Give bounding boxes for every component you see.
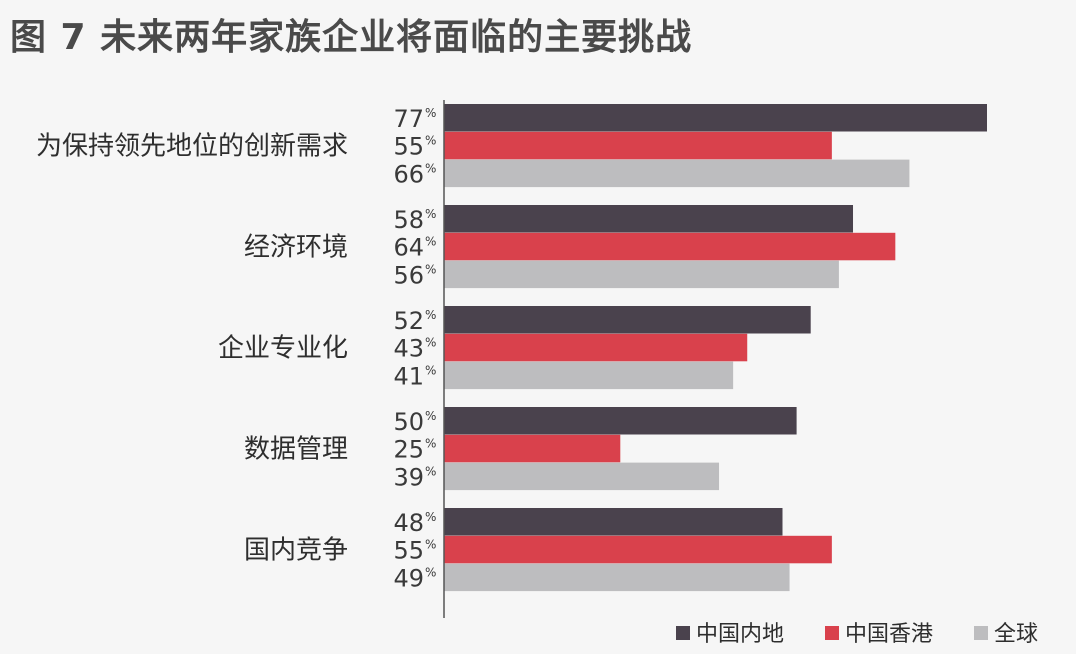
legend-swatch-0 xyxy=(676,626,690,640)
category-label-2: 企业专业化 xyxy=(218,334,348,364)
value-pct-3-1: % xyxy=(425,437,436,451)
value-label-3-1: 25 xyxy=(393,436,424,464)
value-pct-3-0: % xyxy=(425,409,436,423)
value-pct-2-2: % xyxy=(425,363,436,377)
value-pct-4-2: % xyxy=(425,565,436,579)
value-pct-1-2: % xyxy=(425,262,436,276)
value-pct-0-2: % xyxy=(425,161,436,175)
value-pct-0-0: % xyxy=(425,106,436,120)
category-label-3: 数据管理 xyxy=(244,435,348,465)
bars-group xyxy=(444,104,987,592)
bar-1-2 xyxy=(444,260,839,289)
legend-label-2: 全球 xyxy=(994,622,1038,647)
value-label-2-2: 41 xyxy=(393,362,424,390)
bar-4-2 xyxy=(444,563,790,592)
value-pct-4-1: % xyxy=(425,538,436,552)
value-pct-2-0: % xyxy=(425,308,436,322)
bar-4-1 xyxy=(444,535,832,564)
bar-3-2 xyxy=(444,462,720,491)
value-label-1-1: 64 xyxy=(393,234,424,262)
value-pct-3-2: % xyxy=(425,464,436,478)
value-label-2-1: 43 xyxy=(393,335,424,363)
category-label-4: 国内竞争 xyxy=(244,536,348,566)
bar-2-0 xyxy=(444,306,811,334)
bar-0-1 xyxy=(444,131,832,160)
value-label-3-2: 39 xyxy=(393,463,424,491)
value-label-4-2: 49 xyxy=(393,564,424,592)
chart-title: 图 7 未来两年家族企业将面临的主要挑战 xyxy=(10,17,693,58)
legend: 中国内地 中国香港 全球 xyxy=(676,622,1038,647)
bar-2-1 xyxy=(444,333,748,362)
category-label-0: 为保持领先地位的创新需求 xyxy=(36,132,348,162)
bar-2-2 xyxy=(444,361,734,390)
value-label-0-2: 66 xyxy=(393,160,424,188)
bar-0-0 xyxy=(444,104,987,132)
legend-label-0: 中国内地 xyxy=(696,622,784,647)
value-label-1-2: 56 xyxy=(393,261,424,289)
bar-3-1 xyxy=(444,434,621,463)
legend-label-1: 中国香港 xyxy=(845,622,933,647)
bar-4-0 xyxy=(444,508,783,536)
value-label-4-0: 48 xyxy=(393,509,424,537)
bar-3-0 xyxy=(444,407,797,435)
bar-1-1 xyxy=(444,232,896,261)
value-labels-group: 77 %55 %66 %58 %64 %56 %52 %43 %41 %50 %25 %39 %48 %5… xyxy=(393,105,436,593)
value-label-2-0: 52 xyxy=(393,307,424,335)
value-label-4-1: 55 xyxy=(393,537,424,565)
value-label-0-1: 55 xyxy=(393,133,424,161)
legend-swatch-2 xyxy=(974,626,988,640)
value-label-1-0: 58 xyxy=(393,206,424,234)
value-label-0-0: 77 xyxy=(393,105,424,133)
bar-1-0 xyxy=(444,205,854,233)
value-pct-4-0: % xyxy=(425,510,436,524)
value-pct-2-1: % xyxy=(425,336,436,350)
value-pct-0-1: % xyxy=(425,134,436,148)
value-pct-1-0: % xyxy=(425,207,436,221)
value-pct-1-1: % xyxy=(425,235,436,249)
value-label-3-0: 50 xyxy=(393,408,424,436)
category-label-1: 经济环境 xyxy=(244,233,348,263)
legend-swatch-1 xyxy=(825,626,839,640)
bar-0-2 xyxy=(444,159,910,188)
